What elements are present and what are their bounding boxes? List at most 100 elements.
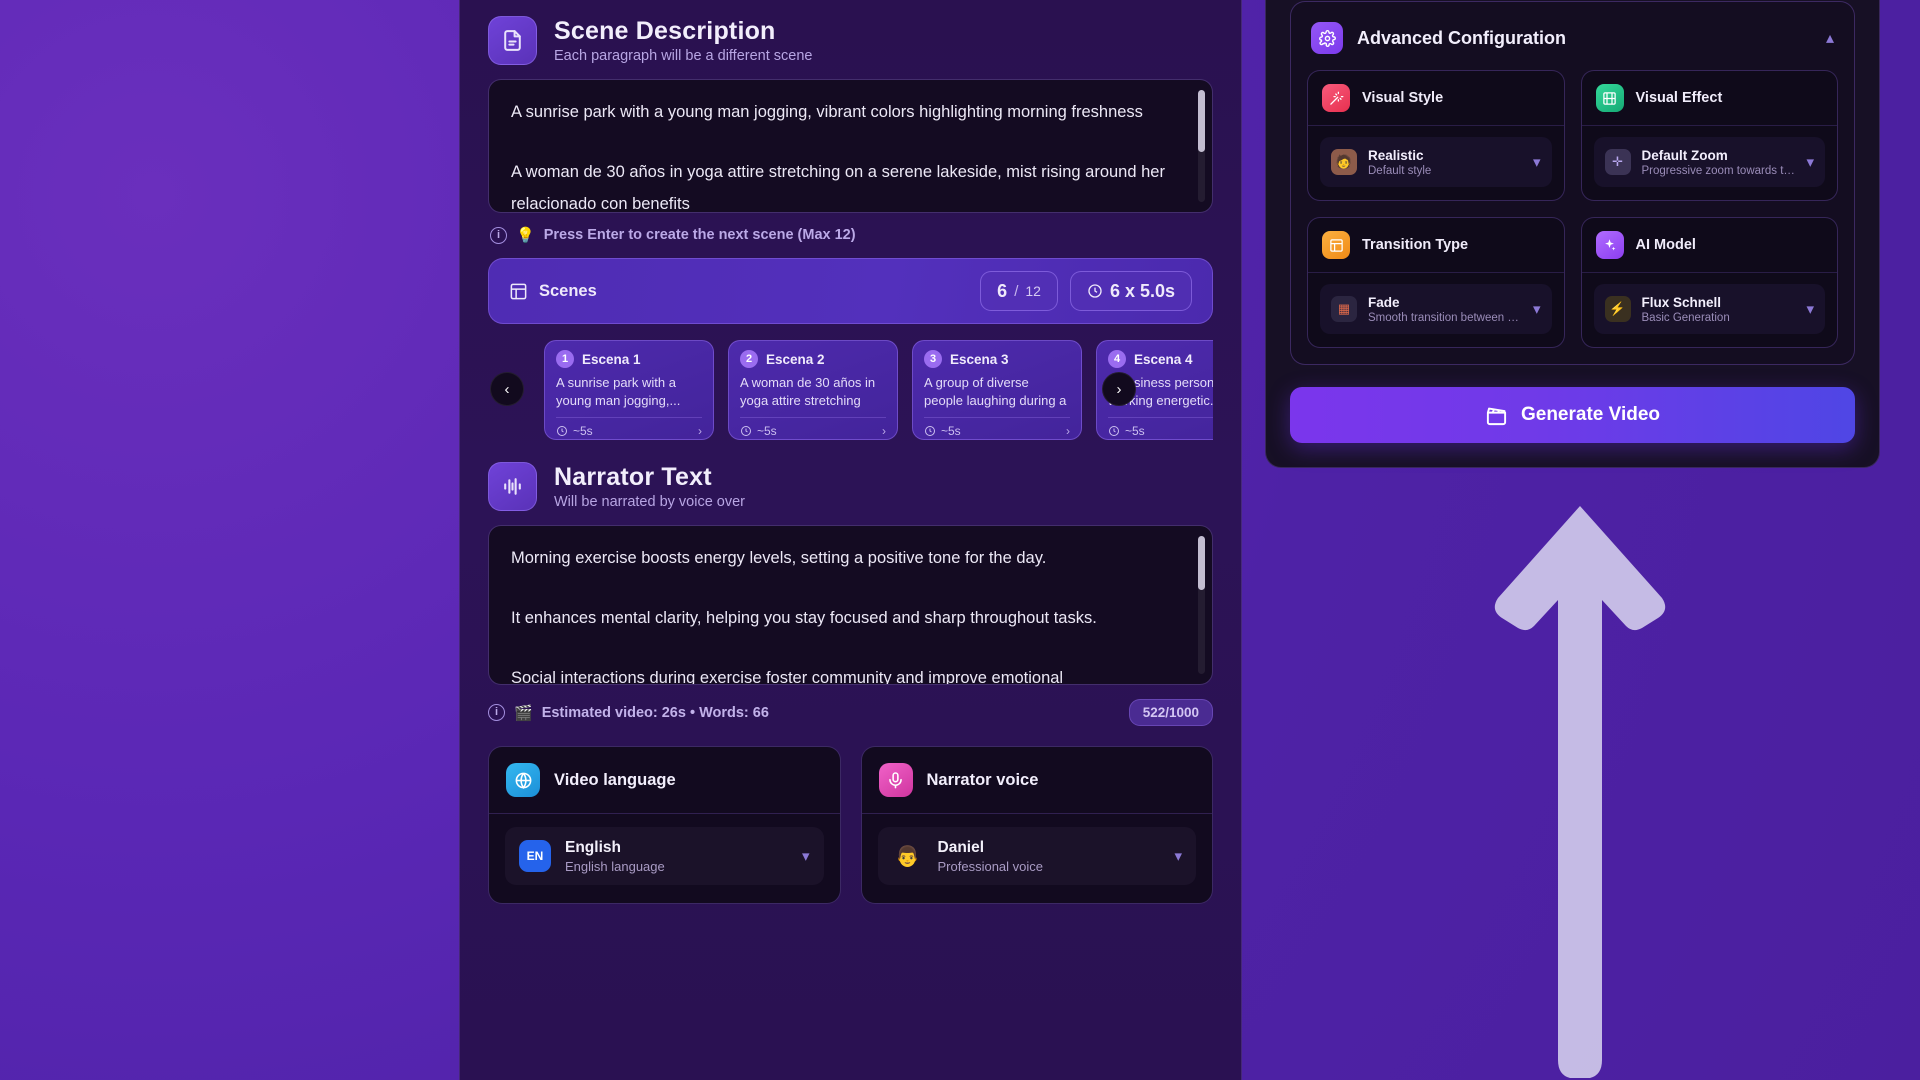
scene-card-description: A woman de 30 años in yoga attire stretc… — [740, 375, 876, 408]
carousel-next-button[interactable]: › — [1102, 372, 1136, 406]
ai-model-desc: Basic Generation — [1641, 311, 1730, 324]
estimate-label: Estimated video: 26s • Words: 66 — [541, 704, 769, 721]
scene-count-separator: / — [1014, 282, 1019, 300]
paragraph-gap — [511, 128, 1190, 156]
voice-select[interactable]: 👨 Daniel Professional voice ▾ — [877, 827, 1196, 885]
scene-card-description: A group of diverse people laughing durin… — [924, 375, 1067, 408]
voice-select-text: Daniel Professional voice — [938, 839, 1161, 874]
visual-effect-name: Default Zoom — [1641, 147, 1728, 163]
transition-type-header: Transition Type — [1308, 218, 1564, 272]
narrator-estimate-row: i 🎬 Estimated video: 26s • Words: 66 522… — [488, 699, 1213, 726]
narrator-text-title: Narrator Text — [554, 462, 712, 491]
microphone-icon — [878, 763, 913, 797]
scene-card-duration-label: ~5s — [1125, 424, 1145, 438]
transition-type-desc: Smooth transition between sce... — [1368, 311, 1522, 324]
video-language-title: Video language — [554, 770, 676, 789]
chevron-right-icon: › — [1116, 380, 1122, 398]
language-name: English — [565, 838, 621, 856]
scene-card-duration: ~5s — [740, 424, 777, 438]
voice-sub: Professional voice — [937, 858, 1044, 874]
visual-style-name: Realistic — [1368, 147, 1424, 163]
visual-effect-desc: Progressive zoom towards the ... — [1641, 164, 1796, 177]
clock-icon — [741, 426, 751, 436]
narrator-text-header: Narrator Text Will be narrated by voice … — [488, 440, 1213, 511]
chevron-down-icon[interactable]: ▾ — [1806, 301, 1814, 318]
layout-icon — [510, 283, 527, 299]
visual-style-select[interactable]: 🧑 Realistic Default style ▾ — [1320, 137, 1552, 187]
narrator-text-input[interactable]: Morning exercise boosts energy levels, s… — [488, 525, 1213, 685]
language-badge: EN — [519, 840, 551, 872]
visual-style-title: Visual Style — [1362, 90, 1444, 106]
visual-style-desc: Default style — [1368, 164, 1432, 177]
narrator-paragraph-1: Morning exercise boosts energy levels, s… — [511, 549, 1047, 567]
clock-icon — [1088, 284, 1102, 298]
chevron-right-icon[interactable]: › — [1066, 424, 1070, 438]
ai-model-header: AI Model — [1582, 218, 1838, 272]
list-item[interactable]: 2 Escena 2 A woman de 30 años in yoga at… — [728, 340, 898, 440]
scene-card-name: Escena 2 — [766, 351, 825, 367]
scene-card-footer: ~5s › — [924, 417, 1070, 438]
pointer-arrow-annotation — [1490, 500, 1670, 1080]
generate-video-label: Generate Video — [1520, 404, 1661, 425]
generate-video-button[interactable]: Generate Video — [1290, 387, 1855, 443]
advanced-configuration-card: Advanced Configuration ▴ Visual Style 🧑 — [1290, 1, 1855, 365]
scene-description-input[interactable]: A sunrise park with a young man jogging,… — [488, 79, 1213, 213]
scenes-label-group: Scenes — [509, 282, 597, 301]
scene-card-number: 1 — [556, 350, 574, 368]
list-item[interactable]: 4 Escena 4 A business person working ene… — [1096, 340, 1213, 440]
scene-description-paragraph-1: A sunrise park with a young man jogging,… — [511, 103, 1143, 121]
info-icon: i — [488, 704, 505, 721]
visual-effect-select[interactable]: ✛ Default Zoom Progressive zoom towards … — [1593, 137, 1825, 187]
waveform-icon — [488, 462, 537, 511]
chevron-right-icon[interactable]: › — [698, 424, 702, 438]
narrator-paragraph-2: It enhances mental clarity, helping you … — [511, 609, 1097, 628]
scrollbar-thumb[interactable] — [1198, 536, 1205, 590]
scene-description-scrollbar[interactable] — [1198, 90, 1205, 202]
chevron-right-icon[interactable]: › — [882, 424, 886, 438]
scene-card-header: 1 Escena 1 — [556, 350, 702, 368]
chevron-up-icon[interactable]: ▴ — [1825, 30, 1834, 47]
chevron-down-icon[interactable]: ▾ — [801, 848, 810, 865]
scene-card-description: A sunrise park with a young man jogging,… — [556, 375, 681, 408]
scrollbar-thumb[interactable] — [1198, 90, 1205, 152]
visual-effect-select-text: Default Zoom Progressive zoom towards th… — [1642, 148, 1796, 177]
scene-description-hint: i 💡 Press Enter to create the next scene… — [488, 226, 1213, 244]
language-select[interactable]: EN English English language ▾ — [505, 827, 824, 885]
scene-card-duration: ~5s — [924, 424, 961, 438]
scene-card-duration-label: ~5s — [941, 424, 961, 438]
paragraph-gap — [511, 634, 1190, 662]
narrator-paragraph-3: Social interactions during exercise fost… — [511, 669, 1064, 685]
lightbulb-icon: 💡 — [516, 227, 535, 244]
ai-model-select-text: Flux Schnell Basic Generation — [1642, 295, 1796, 324]
character-counter: 522/1000 — [1128, 699, 1213, 726]
narrator-text-scrollbar[interactable] — [1198, 536, 1205, 674]
chevron-down-icon[interactable]: ▾ — [1174, 848, 1182, 865]
chevron-down-icon[interactable]: ▾ — [1532, 301, 1541, 318]
scene-card-header: 3 Escena 3 — [924, 350, 1070, 368]
video-language-card: Video language EN English English langua… — [488, 746, 841, 904]
transition-type-select-text: Fade Smooth transition between sce... — [1368, 295, 1522, 324]
scene-card-duration-label: ~5s — [573, 424, 593, 438]
chevron-down-icon[interactable]: ▾ — [1532, 154, 1541, 171]
scene-card-footer: ~5s › — [1108, 417, 1213, 438]
scene-description-header: Scene Description Each paragraph will be… — [488, 0, 1213, 65]
transition-type-card: Transition Type ▦ Fade Smooth transition… — [1307, 217, 1565, 348]
video-language-body: EN English English language ▾ — [489, 813, 840, 903]
language-select-text: English English language — [565, 839, 788, 874]
carousel-prev-button[interactable]: ‹ — [490, 372, 524, 406]
video-language-header: Video language — [489, 747, 840, 813]
scene-card-number: 4 — [1108, 350, 1126, 368]
ai-model-select[interactable]: ⚡ Flux Schnell Basic Generation ▾ — [1593, 284, 1825, 334]
list-item[interactable]: 3 Escena 3 A group of diverse people lau… — [912, 340, 1082, 440]
clock-icon — [557, 426, 567, 436]
page-title: Scene Description — [554, 16, 776, 45]
narrator-voice-title: Narrator voice — [926, 770, 1039, 789]
ai-model-card: AI Model ⚡ Flux Schnell Basic Generation… — [1580, 217, 1838, 348]
ai-model-title: AI Model — [1635, 237, 1696, 253]
list-item[interactable]: 1 Escena 1 A sunrise park with a young m… — [544, 340, 714, 440]
advanced-configuration-header[interactable]: Advanced Configuration ▴ — [1307, 18, 1838, 70]
transition-type-select[interactable]: ▦ Fade Smooth transition between sce... … — [1320, 284, 1552, 334]
scene-cards-carousel: ‹ › 1 Escena 1 A sunrise park with a you… — [488, 340, 1213, 440]
chevron-down-icon[interactable]: ▾ — [1806, 154, 1814, 171]
